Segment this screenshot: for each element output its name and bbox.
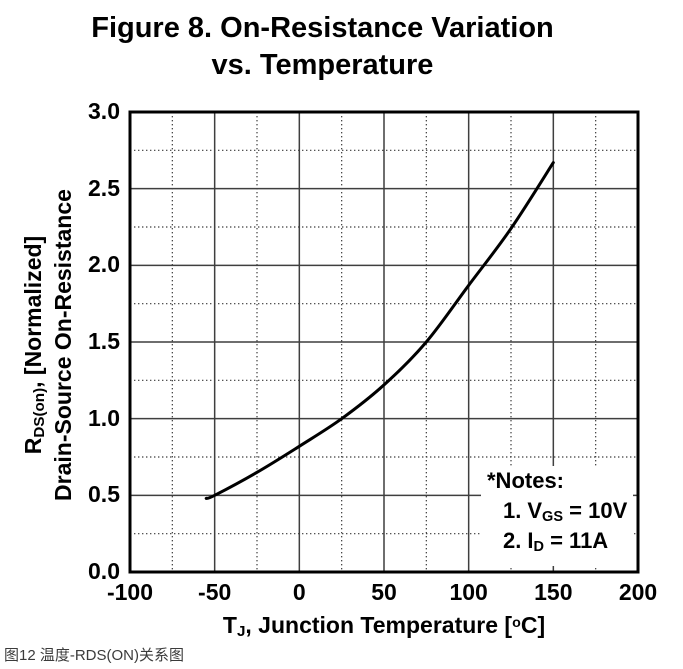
note-1-number: 1. [503,498,522,523]
degree-superscript: o [512,614,521,631]
note-item-1: 1. VGS = 10V [481,496,633,526]
y-tick-label: 2.5 [88,174,120,201]
y-axis-title-line2: Drain-Source On-Resistance [50,189,76,501]
note-1-subscript: GS [542,509,564,526]
x-axis-symbol-subscript: J [236,623,246,641]
note-2-number: 2. [503,528,522,553]
x-tick-label: 0 [292,579,306,605]
notes-annotation: *Notes: 1. VGS = 10V 2. ID = 11A [481,466,633,566]
x-axis-title: TJ, Junction Temperature [oC] [134,612,634,639]
figure-caption: 图12 温度-RDS(ON)关系图 [4,647,185,664]
y-tick-label: 3.0 [88,98,120,124]
x-tick-label: 100 [449,579,488,605]
note-1-symbol: V [527,498,543,523]
y-axis-symbol-subscript: DS(on) [31,387,49,438]
note-2-value: = 11A [543,528,609,553]
y-tick-label: 2.0 [88,251,120,278]
note-item-2: 2. ID = 11A [481,526,633,556]
x-tick-label: -100 [106,579,154,605]
x-tick-label: 50 [371,579,397,605]
y-tick-label: 0.0 [88,558,120,584]
note-2-symbol: I [527,528,534,553]
note-2-subscript: D [533,539,544,556]
data-curve-rds-on [204,161,555,500]
notes-title: *Notes: [487,468,565,493]
note-1-value: = 10V [563,498,628,523]
unit-bracket-open: [ [504,612,513,638]
x-axis-symbol: T [222,612,237,638]
x-tick-label: 200 [618,579,658,605]
x-tick-label: -50 [198,579,232,605]
plot-border [128,110,640,574]
x-axis-title-text: , Junction Temperature [245,612,505,638]
y-axis-symbol: R [20,437,46,455]
unit-bracket-close: ] [537,612,546,638]
y-axis-title-line1: RDS(on), [Normalized] [18,115,48,575]
y-axis-normalized-text: , [Normalized] [20,235,46,388]
y-tick-label: 0.5 [88,481,120,508]
unit-celsius: C [520,612,538,638]
y-tick-label: 1.0 [88,404,120,431]
chart-title: Figure 8. On-Resistance Variation vs. Te… [0,10,645,84]
chart-title-line2: vs. Temperature [211,49,434,81]
y-tick-label: 1.5 [88,328,120,354]
x-tick-label: 150 [534,579,573,605]
y-axis-title: RDS(on), [Normalized] Drain-Source On-Re… [18,115,78,575]
chart-title-line1: Figure 8. On-Resistance Variation [91,12,554,44]
